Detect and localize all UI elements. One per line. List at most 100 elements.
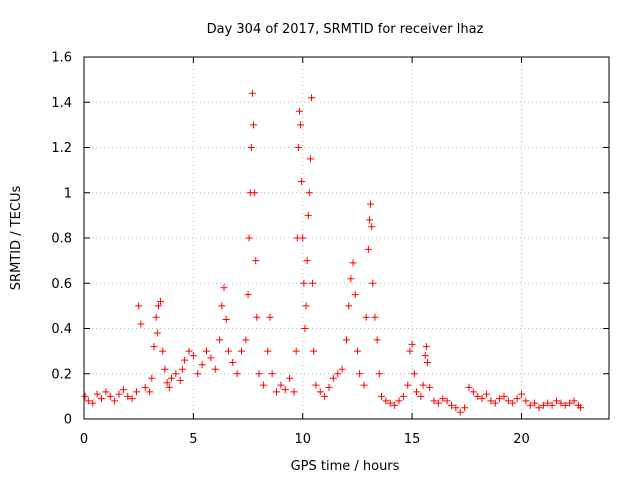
data-point [391, 401, 399, 409]
data-point [500, 392, 508, 400]
y-tick-label: 0.2 [51, 367, 72, 382]
y-tick-label: 1.6 [51, 51, 72, 66]
data-point [181, 356, 189, 364]
data-point [220, 284, 228, 292]
data-point [360, 381, 368, 389]
data-point [309, 279, 317, 287]
data-point [148, 374, 156, 382]
x-tick-label: 20 [513, 432, 530, 447]
data-point [248, 89, 256, 97]
data-point [277, 381, 285, 389]
data-point [395, 397, 403, 405]
data-point [310, 347, 318, 355]
data-point [115, 390, 123, 398]
y-axis-label: SRMTID / TECUs [9, 186, 24, 291]
data-point [89, 399, 97, 407]
data-point [399, 392, 407, 400]
y-tick-label: 1.2 [51, 141, 72, 156]
data-point [443, 397, 451, 405]
data-point [185, 347, 193, 355]
data-point [406, 347, 414, 355]
data-point [413, 388, 420, 396]
data-point [349, 259, 357, 267]
data-point [304, 211, 312, 219]
data-point [312, 381, 320, 389]
data-point [281, 386, 289, 394]
data-point [423, 358, 431, 366]
chart-title: Day 304 of 2017, SRMTID for receiver lha… [207, 22, 484, 37]
data-point [211, 365, 219, 373]
data-point [154, 302, 162, 310]
data-point [456, 408, 464, 416]
data-point [557, 399, 565, 407]
data-point [570, 397, 578, 405]
data-point [161, 365, 169, 373]
grid [84, 57, 609, 419]
data-point [368, 223, 376, 231]
data-point [487, 397, 495, 405]
data-point [98, 395, 105, 403]
data-point [421, 352, 429, 360]
y-tick-label: 0 [64, 413, 72, 428]
data-point [345, 302, 353, 310]
data-point [176, 377, 184, 385]
data-point [426, 383, 434, 391]
x-tick-label: 5 [189, 432, 197, 447]
data-point [577, 404, 585, 412]
data-point [553, 397, 560, 405]
y-tick-label: 1 [64, 186, 72, 201]
data-point [172, 370, 180, 378]
data-point [367, 200, 375, 208]
data-point [334, 370, 342, 378]
data-point [305, 189, 313, 197]
data-point [295, 107, 303, 115]
data-point [153, 329, 161, 337]
data-point [434, 399, 442, 407]
data-point [135, 302, 143, 310]
data-point [294, 144, 302, 151]
data-point [491, 399, 499, 407]
data-point [306, 155, 314, 163]
data-point [264, 347, 272, 355]
data-point [356, 370, 364, 378]
data-point [252, 257, 260, 265]
data-point [351, 291, 359, 299]
data-point [561, 401, 569, 409]
data-point [375, 370, 383, 378]
y-tick-label: 0.8 [51, 232, 72, 247]
data-point [329, 374, 337, 382]
data-point [159, 347, 167, 355]
data-point [247, 144, 255, 151]
data-point [302, 302, 310, 310]
data-point [259, 381, 267, 389]
data-point [382, 397, 390, 405]
data-point [483, 390, 490, 398]
data-point [419, 381, 427, 389]
data-point [273, 388, 280, 396]
data-point [439, 395, 447, 403]
data-point [325, 383, 333, 391]
data-point [531, 399, 539, 407]
data-point [469, 388, 477, 396]
data-point [207, 354, 215, 362]
data-point [203, 347, 210, 355]
data-point [452, 404, 460, 412]
data-point [461, 404, 469, 412]
data-point [518, 390, 525, 398]
axis-ticks: 0 0.2 0.4 0.6 0.8 1 1.2 1.4 1.6 0 5 10 15 20 [51, 51, 609, 447]
data-point [408, 340, 416, 348]
data-point [430, 397, 438, 405]
data-point [410, 370, 418, 378]
data-point [404, 381, 412, 389]
data-point [465, 383, 473, 391]
data-point [111, 397, 119, 405]
data-point [238, 347, 245, 355]
data-point [417, 392, 425, 400]
data-point [297, 121, 305, 129]
x-tick-label: 15 [404, 432, 421, 447]
data-point [378, 392, 385, 400]
data-point [369, 279, 377, 287]
data-point [165, 383, 173, 391]
data-point [146, 388, 154, 396]
